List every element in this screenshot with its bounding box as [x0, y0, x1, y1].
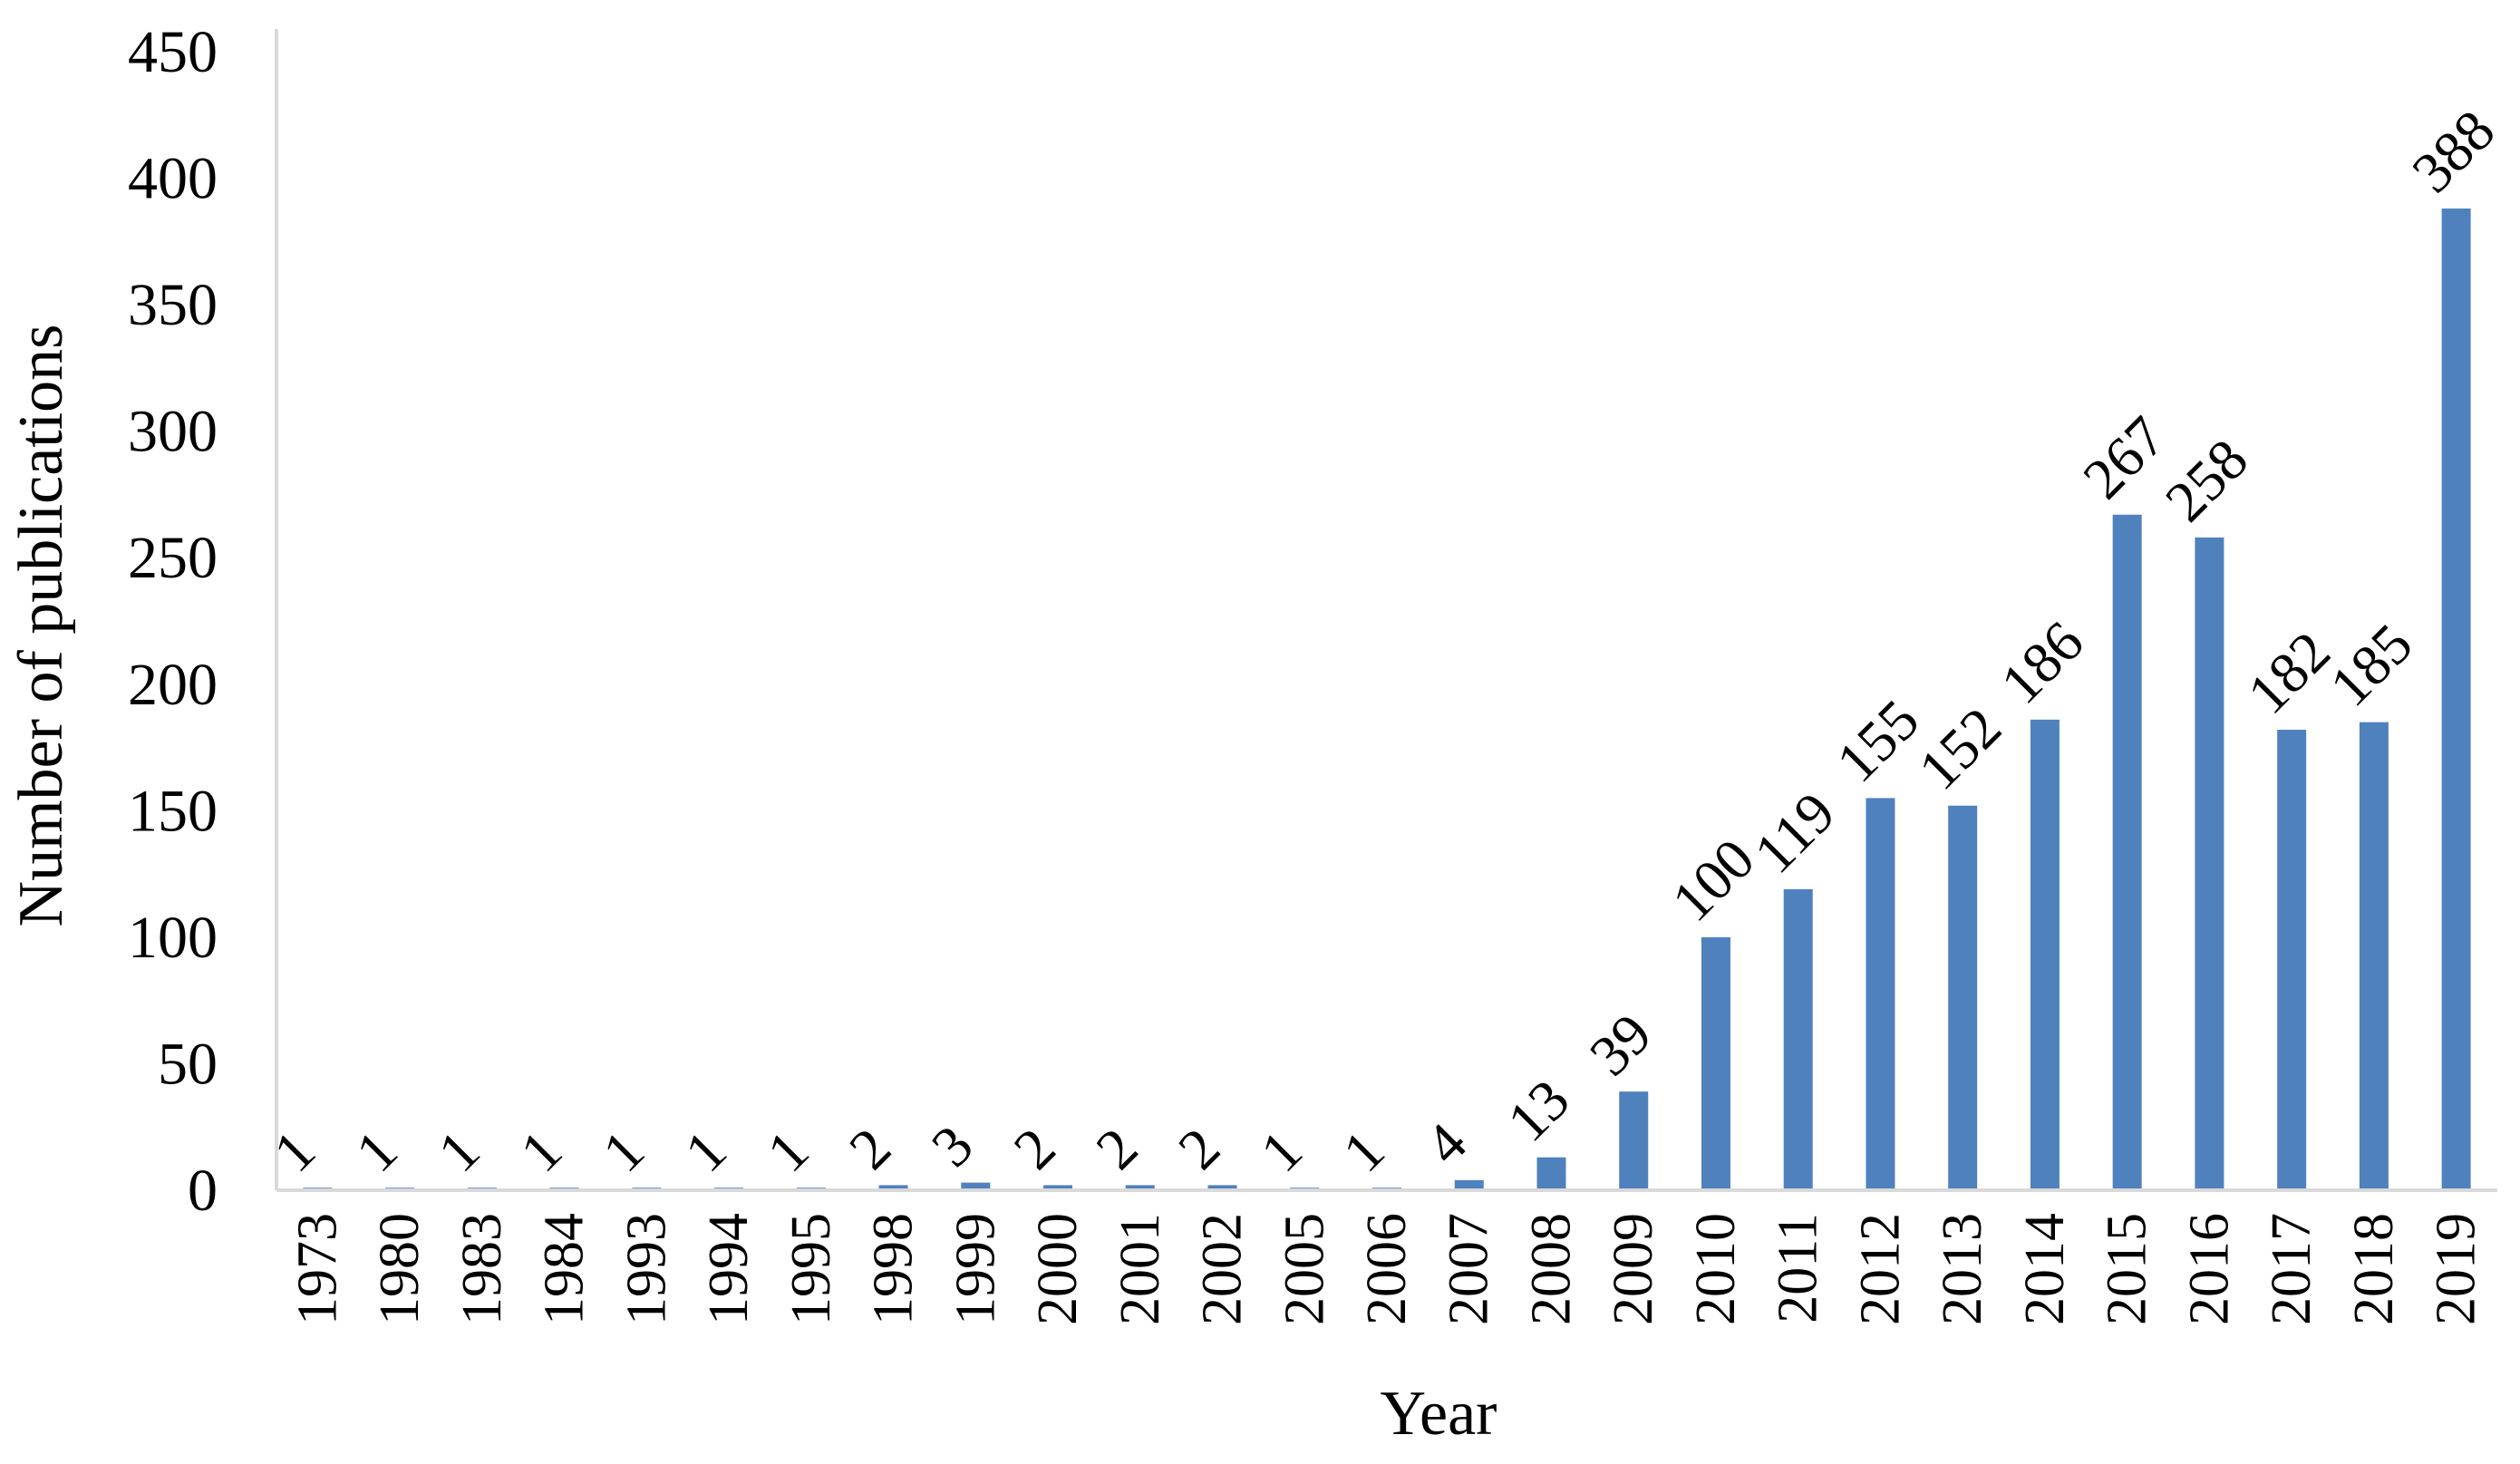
y-tick-label: 200	[128, 652, 218, 718]
x-tick-label: 2013	[1932, 1213, 1993, 1325]
bar	[2441, 208, 2471, 1191]
bar	[2112, 514, 2142, 1190]
data-label: 2	[1002, 1115, 1068, 1181]
x-tick-label: 2015	[2097, 1213, 2158, 1325]
bar	[2277, 730, 2307, 1190]
x-tick-label: 2019	[2426, 1213, 2487, 1325]
y-tick-label: 100	[128, 905, 218, 971]
data-label: 1	[1248, 1118, 1314, 1184]
y-tick-label: 400	[128, 146, 218, 212]
data-label: 1	[673, 1118, 739, 1184]
x-tick-label: 1993	[615, 1213, 677, 1325]
bar	[2195, 537, 2224, 1190]
data-label: 1	[261, 1118, 327, 1184]
x-tick-label: 2006	[1356, 1213, 1418, 1325]
x-tick-label: 2016	[2178, 1213, 2240, 1325]
bar	[1701, 936, 1730, 1190]
data-label: 155	[1824, 687, 1931, 794]
data-label: 2	[1166, 1115, 1232, 1181]
bar	[1454, 1179, 1484, 1190]
data-labels: 1 1 1 1 1 1 1 2 3 2 2 2 1 1 4 1339100119155152186267258…	[261, 98, 2506, 1184]
y-tick-label: 250	[128, 525, 218, 591]
bars-group	[303, 208, 2471, 1191]
data-label: 1	[590, 1118, 656, 1184]
x-tick-label: 1973	[286, 1213, 348, 1325]
data-label: 2	[1083, 1115, 1149, 1181]
data-label: 3	[919, 1113, 985, 1179]
y-tick-label: 50	[158, 1031, 218, 1097]
data-label: 13	[1495, 1067, 1581, 1153]
x-tick-label: 1983	[451, 1213, 513, 1325]
bar	[1536, 1157, 1566, 1190]
x-tick-label: 2000	[1027, 1213, 1089, 1325]
x-tick-label: 2002	[1192, 1213, 1254, 1325]
x-tick-label: 2001	[1110, 1213, 1171, 1325]
x-axis-title: Year	[1381, 1379, 1497, 1449]
data-label: 4	[1412, 1110, 1478, 1177]
y-tick-labels: 0 50 100 150 200 250 300 350 400 450	[128, 19, 218, 1224]
bar	[1043, 1185, 1073, 1190]
x-tick-label: 1998	[863, 1213, 925, 1325]
bar	[961, 1182, 991, 1190]
y-tick-label: 150	[128, 778, 218, 844]
data-label: 185	[2318, 611, 2425, 718]
bar	[878, 1185, 908, 1190]
data-label: 1	[426, 1118, 492, 1184]
x-tick-label: 2007	[1439, 1213, 1500, 1325]
axes-group	[275, 29, 2497, 1192]
x-tick-label: 1994	[698, 1213, 760, 1325]
data-label: 186	[1989, 609, 2096, 716]
x-tick-label: 2011	[1768, 1213, 1829, 1323]
x-tick-label: 2009	[1603, 1213, 1664, 1325]
bar	[1619, 1091, 1649, 1190]
data-label: 2	[837, 1115, 903, 1181]
x-tick-label: 1995	[780, 1213, 842, 1325]
data-label: 1	[1331, 1118, 1397, 1184]
data-label: 1	[344, 1118, 410, 1184]
bar	[2030, 719, 2060, 1190]
x-tick-label: 2010	[1685, 1213, 1747, 1325]
data-label: 39	[1577, 1002, 1663, 1088]
bar	[1125, 1185, 1155, 1190]
y-tick-label: 350	[128, 272, 218, 338]
x-tick-labels: 1973 1980 1983 1984 1993 1994 1995 1998 1999 2000…	[286, 1213, 2486, 1325]
y-axis-title: Number of publications	[6, 325, 76, 927]
bar	[1948, 805, 1978, 1190]
data-label: 152	[1906, 695, 2013, 802]
x-tick-label: 2012	[1849, 1213, 1911, 1325]
bar	[2359, 722, 2389, 1190]
x-tick-label: 1980	[369, 1213, 431, 1325]
bar	[1207, 1185, 1237, 1190]
x-tick-label: 2008	[1520, 1213, 1582, 1325]
x-tick-label: 1984	[534, 1213, 596, 1325]
y-tick-label: 450	[128, 19, 218, 85]
x-tick-label: 1999	[945, 1213, 1006, 1325]
y-tick-label: 0	[188, 1158, 218, 1224]
bar	[1866, 798, 1895, 1190]
x-tick-label: 2005	[1274, 1213, 1335, 1325]
data-label: 1	[755, 1118, 821, 1184]
x-tick-label: 2017	[2261, 1213, 2322, 1325]
data-label: 1	[508, 1118, 574, 1184]
bar	[1783, 888, 1813, 1190]
x-tick-label: 2014	[2014, 1213, 2076, 1325]
data-label: 388	[2399, 98, 2506, 205]
y-tick-label: 300	[128, 399, 218, 465]
x-tick-label: 2018	[2343, 1213, 2405, 1325]
